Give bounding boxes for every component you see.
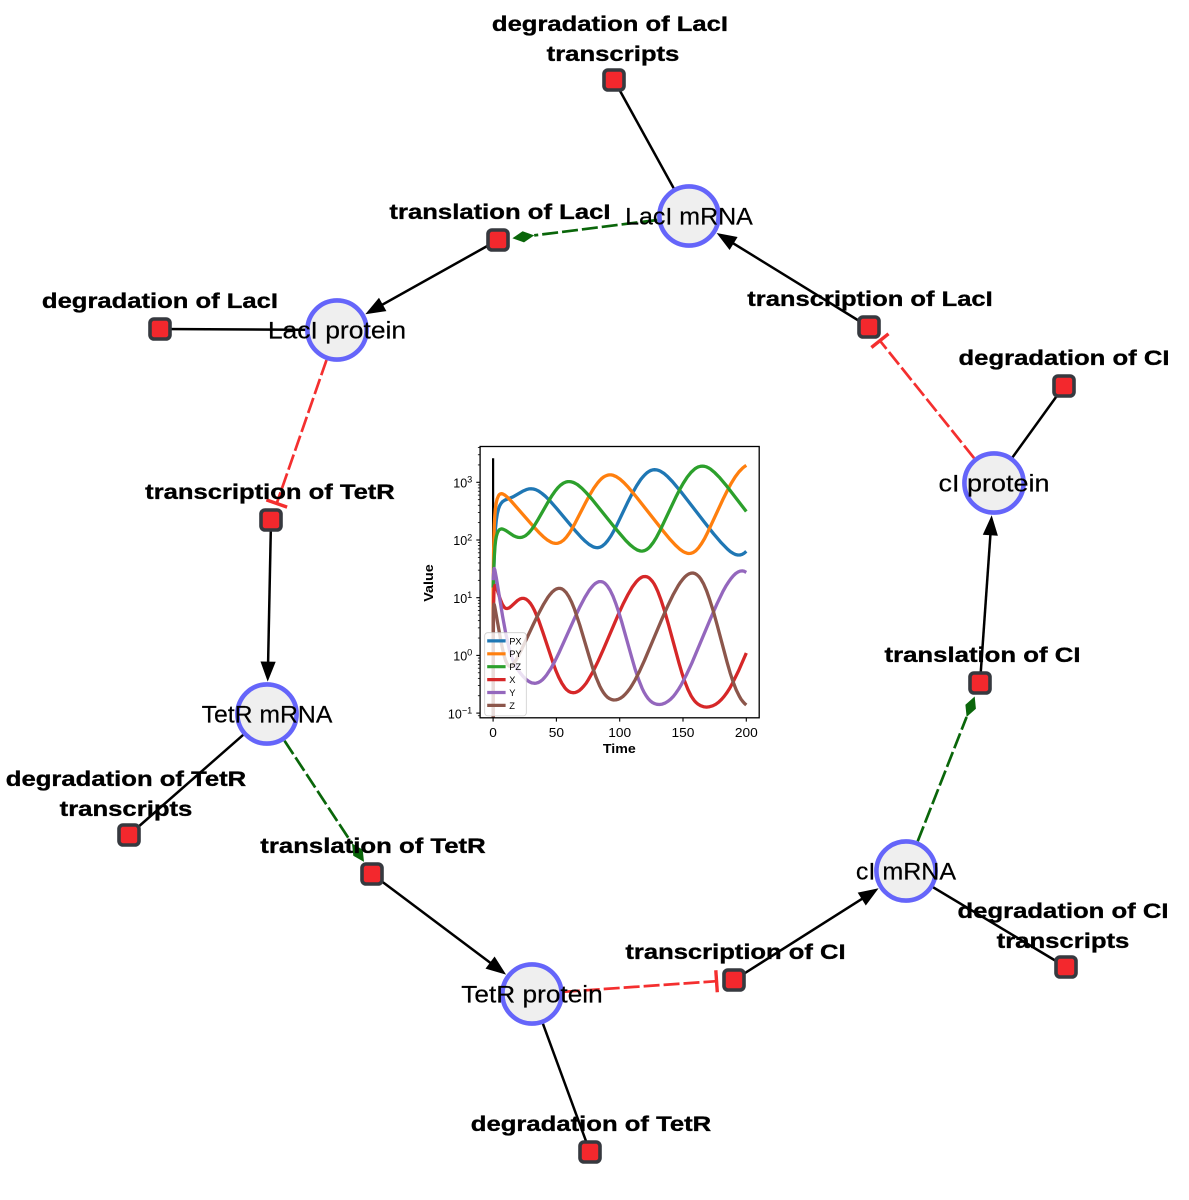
svg-text:100: 100 xyxy=(608,726,631,740)
svg-text:PZ: PZ xyxy=(509,662,521,672)
svg-text:translation of CI: translation of CI xyxy=(885,643,1081,667)
svg-text:transcripts: transcripts xyxy=(997,929,1130,953)
svg-text:degradation of LacI: degradation of LacI xyxy=(42,289,278,313)
svg-text:TetR protein: TetR protein xyxy=(461,982,602,1009)
svg-text:degradation of CI: degradation of CI xyxy=(958,899,1169,923)
svg-text:LacI protein: LacI protein xyxy=(268,318,406,345)
svg-text:50: 50 xyxy=(549,726,564,740)
svg-text:cI mRNA: cI mRNA xyxy=(856,859,956,886)
svg-text:X: X xyxy=(509,675,515,685)
svg-text:Value: Value xyxy=(422,564,436,602)
svg-text:150: 150 xyxy=(672,726,695,740)
svg-text:Y: Y xyxy=(509,688,515,698)
svg-text:degradation of LacI: degradation of LacI xyxy=(492,12,728,36)
svg-text:TetR mRNA: TetR mRNA xyxy=(202,702,333,729)
svg-text:transcripts: transcripts xyxy=(60,797,193,821)
svg-text:transcription of TetR: transcription of TetR xyxy=(145,480,395,504)
svg-text:transcription of LacI: transcription of LacI xyxy=(747,287,992,311)
svg-text:translation of TetR: translation of TetR xyxy=(260,834,486,858)
svg-text:translation of LacI: translation of LacI xyxy=(389,200,610,224)
svg-text:degradation of TetR: degradation of TetR xyxy=(6,767,247,791)
svg-text:Z: Z xyxy=(509,701,515,711)
svg-text:cI protein: cI protein xyxy=(939,471,1050,498)
svg-text:0: 0 xyxy=(489,726,497,740)
svg-text:transcripts: transcripts xyxy=(547,42,680,66)
svg-text:degradation of CI: degradation of CI xyxy=(959,346,1170,370)
svg-text:PX: PX xyxy=(509,636,521,646)
svg-text:LacI mRNA: LacI mRNA xyxy=(625,204,753,231)
svg-text:200: 200 xyxy=(735,726,758,740)
svg-text:PY: PY xyxy=(509,649,521,659)
svg-text:Time: Time xyxy=(603,742,636,756)
svg-text:transcription of CI: transcription of CI xyxy=(625,940,845,964)
svg-text:degradation of TetR: degradation of TetR xyxy=(471,1112,712,1136)
